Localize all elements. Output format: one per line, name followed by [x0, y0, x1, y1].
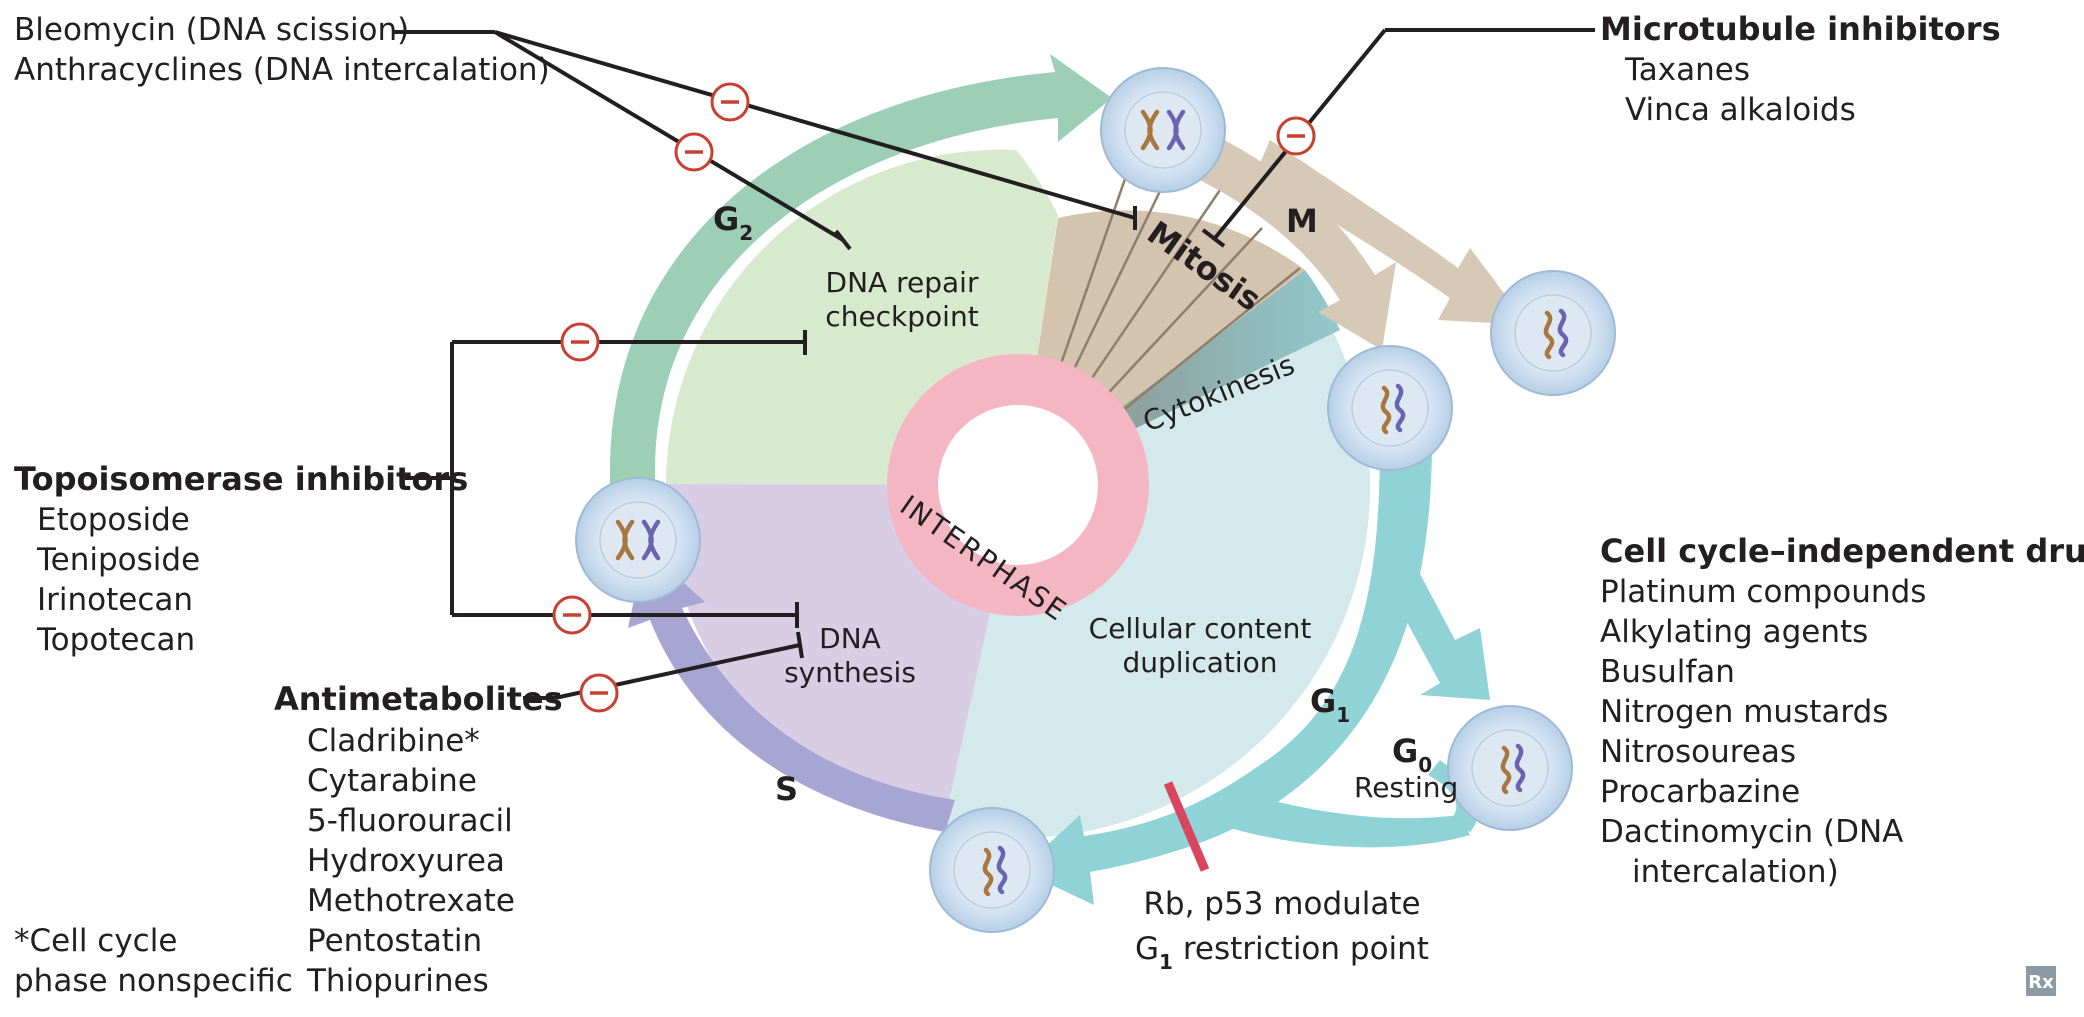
m-arrow	[1190, 135, 1528, 350]
drug-cladribine: Cladribine*	[307, 723, 480, 759]
drug-nitrosoureas: Nitrosoureas	[1600, 734, 1796, 770]
s-label: S	[775, 770, 798, 808]
cell-g1-s	[929, 807, 1055, 933]
topoisomerase-title: Topoisomerase inhibitors	[14, 460, 468, 498]
drug-thiopurines: Thiopurines	[306, 963, 489, 999]
drug-procarbazine: Procarbazine	[1600, 774, 1800, 810]
cell-g0	[1447, 705, 1573, 831]
minus-icon	[552, 595, 592, 635]
cell-daughter	[1490, 270, 1616, 396]
g2-arrow	[610, 54, 1112, 505]
restriction-point-bar	[1163, 781, 1210, 872]
g0-resting-label: Resting	[1354, 771, 1458, 804]
g1-label: G1	[1310, 682, 1350, 727]
g2-label: G2	[713, 200, 753, 245]
minus-icon	[1276, 116, 1316, 156]
rx-badge: Rx	[2026, 966, 2056, 996]
cellular-duplication-label-line2: duplication	[1122, 646, 1277, 679]
drug-5fu: 5-fluorouracil	[307, 803, 513, 839]
footnote-line2: phase nonspecific	[14, 963, 293, 999]
drug-pentostatin: Pentostatin	[307, 923, 482, 959]
independent-title: Cell cycle–independent drugs	[1600, 532, 2084, 570]
drug-cytarabine: Cytarabine	[307, 763, 477, 799]
drug-platinum: Platinum compounds	[1600, 574, 1926, 610]
drug-taxanes: Taxanes	[1624, 52, 1750, 88]
drug-hydroxyurea: Hydroxyurea	[307, 843, 505, 879]
dna-repair-label-line2: checkpoint	[825, 300, 978, 333]
rx-badge-text: Rx	[2028, 972, 2054, 993]
m-label: M	[1286, 202, 1318, 240]
drug-vinca: Vinca alkaloids	[1625, 92, 1856, 128]
dna-synthesis-label-line1: DNA	[819, 622, 881, 655]
drug-anthracyclines: Anthracyclines (DNA intercalation)	[14, 52, 550, 88]
drug-irinotecan: Irinotecan	[37, 582, 193, 618]
drug-topotecan: Topotecan	[36, 622, 195, 658]
microtubule-title: Microtubule inhibitors	[1600, 10, 2001, 48]
drug-methotrexate: Methotrexate	[307, 883, 515, 919]
dna-repair-label-line1: DNA repair	[826, 266, 979, 299]
footnote: *Cell cycle phase nonspecific	[14, 923, 293, 999]
cellular-duplication-label-line1: Cellular content	[1089, 612, 1312, 645]
drug-teniposide: Teniposide	[36, 542, 200, 578]
topoisomerase-inhibitors: Topoisomerase inhibitors Etoposide Tenip…	[14, 460, 468, 658]
g1-sector	[943, 300, 1371, 839]
interphase-ring	[887, 354, 1149, 616]
g1-arrow	[1020, 440, 1490, 905]
cell-g2-m	[1100, 67, 1226, 193]
drug-dactinomycin: Dactinomycin (DNA	[1600, 814, 1903, 850]
minus-icon	[710, 82, 750, 122]
g0-label: G0	[1392, 732, 1432, 777]
drug-alkylating: Alkylating agents	[1600, 614, 1868, 650]
drug-nitrogen-mustards: Nitrogen mustards	[1600, 694, 1888, 730]
minus-icon	[560, 322, 600, 362]
cell-cycle-independent-drugs: Cell cycle–independent drugs Platinum co…	[1600, 532, 2084, 890]
antimetabolites-title: Antimetabolites	[274, 680, 563, 718]
antimetabolites: Antimetabolites Cladribine* Cytarabine 5…	[274, 680, 563, 999]
minus-icon	[579, 673, 619, 713]
drug-dactinomycin-cont: intercalation)	[1632, 854, 1839, 890]
dna-damage-drugs: Bleomycin (DNA scission) Anthracyclines …	[14, 12, 550, 88]
dna-synthesis-label-line2: synthesis	[784, 656, 916, 689]
cell-s-g2	[575, 477, 701, 603]
footnote-line1: *Cell cycle	[14, 923, 177, 959]
inhibit-markers	[552, 82, 1316, 713]
drug-etoposide: Etoposide	[37, 502, 190, 538]
drug-busulfan: Busulfan	[1600, 654, 1735, 690]
drug-bleomycin: Bleomycin (DNA scission)	[14, 12, 409, 48]
cell-post-mitosis	[1327, 345, 1453, 471]
microtubule-inhibitors: Microtubule inhibitors Taxanes Vinca alk…	[1600, 10, 2001, 128]
restriction-label-line1: Rb, p53 modulate	[1143, 886, 1420, 922]
minus-icon	[674, 132, 714, 172]
restriction-label-line2: G1 restriction point	[1135, 931, 1429, 974]
